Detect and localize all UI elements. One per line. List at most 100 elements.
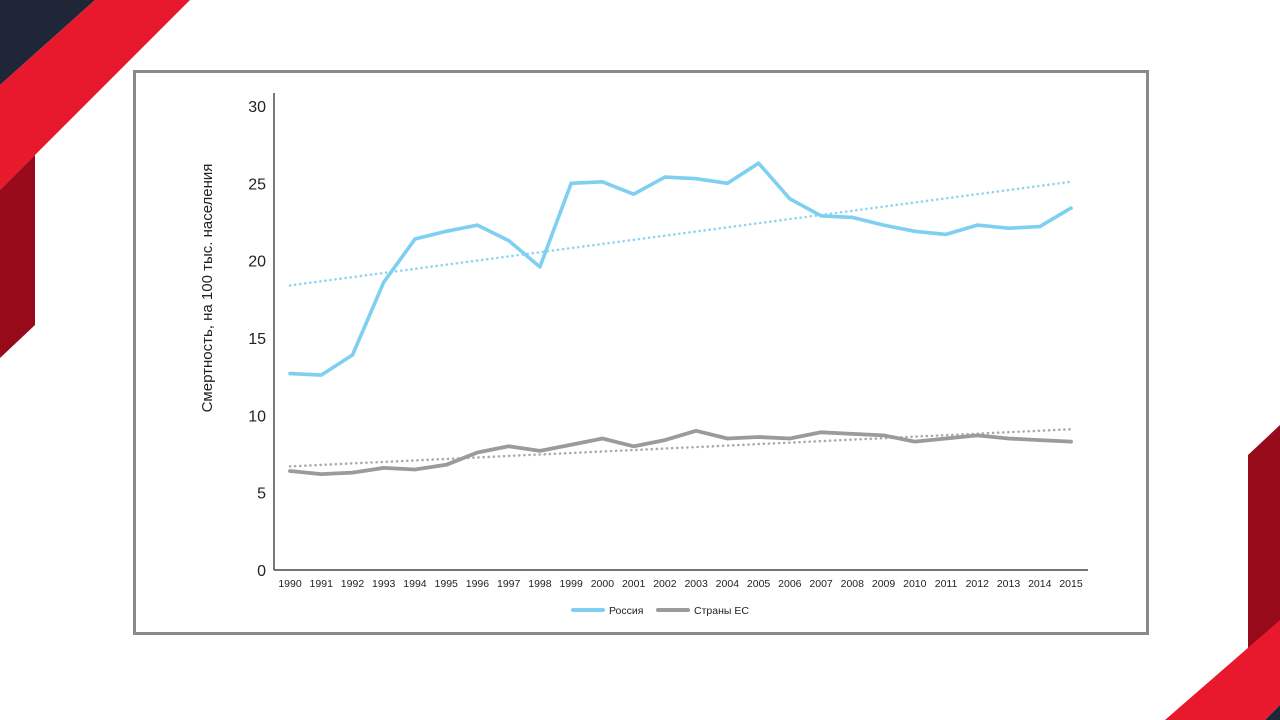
x-tick-label: 1993	[372, 578, 396, 590]
x-tick-label: 2008	[841, 578, 865, 590]
bottom-right-navy-shape	[1265, 705, 1280, 720]
data-point	[475, 450, 480, 455]
data-point	[538, 265, 542, 269]
data-point	[913, 440, 917, 444]
data-point	[288, 371, 292, 376]
trendline-eu	[288, 427, 1073, 468]
legend-label: Россия	[609, 605, 643, 617]
right-dark-red-shape	[1248, 425, 1280, 650]
x-tick-label: 2002	[653, 578, 677, 590]
trendline-russia	[288, 180, 1073, 287]
axes: 0 5 10 15 20 25 30 1990 1991 1992 1993 1994 1995 1996…	[248, 93, 1088, 590]
chart-frame: Смертность, на 100 тыс. населения 0 5 10 15…	[133, 70, 1149, 635]
data-point	[663, 438, 667, 442]
data-point	[319, 373, 323, 377]
data-point	[819, 214, 823, 218]
data-point	[1006, 226, 1011, 230]
data-point	[975, 223, 979, 227]
data-point	[350, 470, 355, 475]
data-point	[413, 237, 417, 241]
x-tick-label: 2015	[1059, 578, 1083, 590]
legend-label: Страны ЕС	[694, 605, 749, 617]
data-point	[788, 436, 792, 441]
x-tick-label: 1992	[341, 578, 365, 590]
y-tick-label: 0	[257, 563, 266, 580]
data-point	[600, 180, 604, 184]
data-point	[975, 433, 979, 438]
data-point	[507, 444, 511, 448]
data-point	[881, 223, 886, 227]
data-point	[569, 443, 573, 447]
series-line-eu	[288, 428, 1073, 477]
data-point	[944, 232, 948, 236]
x-tick-label: 2009	[872, 578, 896, 590]
x-tick-label: 2003	[684, 578, 708, 590]
data-point	[382, 466, 386, 470]
data-point	[944, 436, 948, 441]
data-point	[725, 436, 729, 441]
data-point	[1069, 206, 1073, 210]
x-tick-label: 1998	[528, 578, 552, 590]
data-point	[913, 229, 917, 233]
data-point	[725, 181, 729, 185]
x-tick-label: 2000	[591, 578, 615, 590]
data-point	[444, 229, 448, 233]
data-point	[757, 435, 761, 439]
data-point	[600, 436, 604, 441]
x-tick-label: 2014	[1028, 578, 1052, 590]
data-point	[632, 444, 636, 448]
data-point	[1038, 225, 1042, 229]
x-tick-label: 1991	[310, 578, 334, 590]
x-tick-label: 1990	[278, 578, 302, 590]
x-tick-label: 2001	[622, 578, 646, 590]
data-point	[475, 223, 480, 227]
data-point	[382, 280, 386, 284]
data-point	[1069, 440, 1073, 444]
bottom-right-red-stripe	[1165, 620, 1280, 720]
y-tick-label: 25	[248, 176, 266, 193]
data-point	[413, 467, 417, 472]
y-tick-label: 15	[248, 331, 266, 348]
data-point	[850, 215, 854, 219]
data-point	[694, 429, 698, 433]
data-point	[569, 181, 573, 185]
data-point	[1038, 438, 1042, 442]
y-tick-label: 30	[248, 99, 266, 116]
x-tick-label: 2012	[966, 578, 990, 590]
y-tick-label: 5	[257, 486, 266, 503]
top-left-navy-shape	[0, 0, 95, 85]
x-tick-label: 2013	[997, 578, 1021, 590]
legend: Россия Страны ЕС	[571, 605, 749, 617]
x-tick-label: 2011	[935, 578, 958, 590]
x-tick-label: 2006	[778, 578, 802, 590]
x-tick-label: 2005	[747, 578, 771, 590]
x-tick-label: 1996	[466, 578, 490, 590]
x-tick-label: 1995	[435, 578, 459, 590]
data-point	[507, 238, 511, 243]
data-point	[757, 161, 761, 165]
data-point	[850, 432, 854, 436]
x-tick-label: 1999	[559, 578, 583, 590]
x-tick-label: 1994	[403, 578, 427, 590]
data-point	[819, 430, 823, 434]
line-chart: Смертность, на 100 тыс. населения 0 5 10 15…	[199, 93, 1088, 617]
y-tick-label: 20	[248, 254, 266, 271]
data-point	[350, 353, 355, 357]
data-point	[881, 433, 886, 438]
series-line-russia	[288, 161, 1073, 377]
data-point	[319, 472, 323, 476]
series-lines	[288, 161, 1073, 477]
data-point	[632, 192, 636, 196]
left-dark-red-shape	[0, 155, 35, 358]
data-point	[444, 463, 448, 467]
y-axis-label: Смертность, на 100 тыс. населения	[199, 164, 216, 413]
data-point	[663, 175, 667, 179]
x-tick-label: 2010	[903, 578, 927, 590]
x-tick-label: 1997	[497, 578, 521, 590]
data-point	[788, 197, 792, 201]
data-point	[288, 469, 292, 473]
data-point	[694, 177, 698, 181]
data-point	[1006, 436, 1011, 441]
x-tick-label: 2007	[809, 578, 833, 590]
x-tick-label: 2004	[716, 578, 740, 590]
